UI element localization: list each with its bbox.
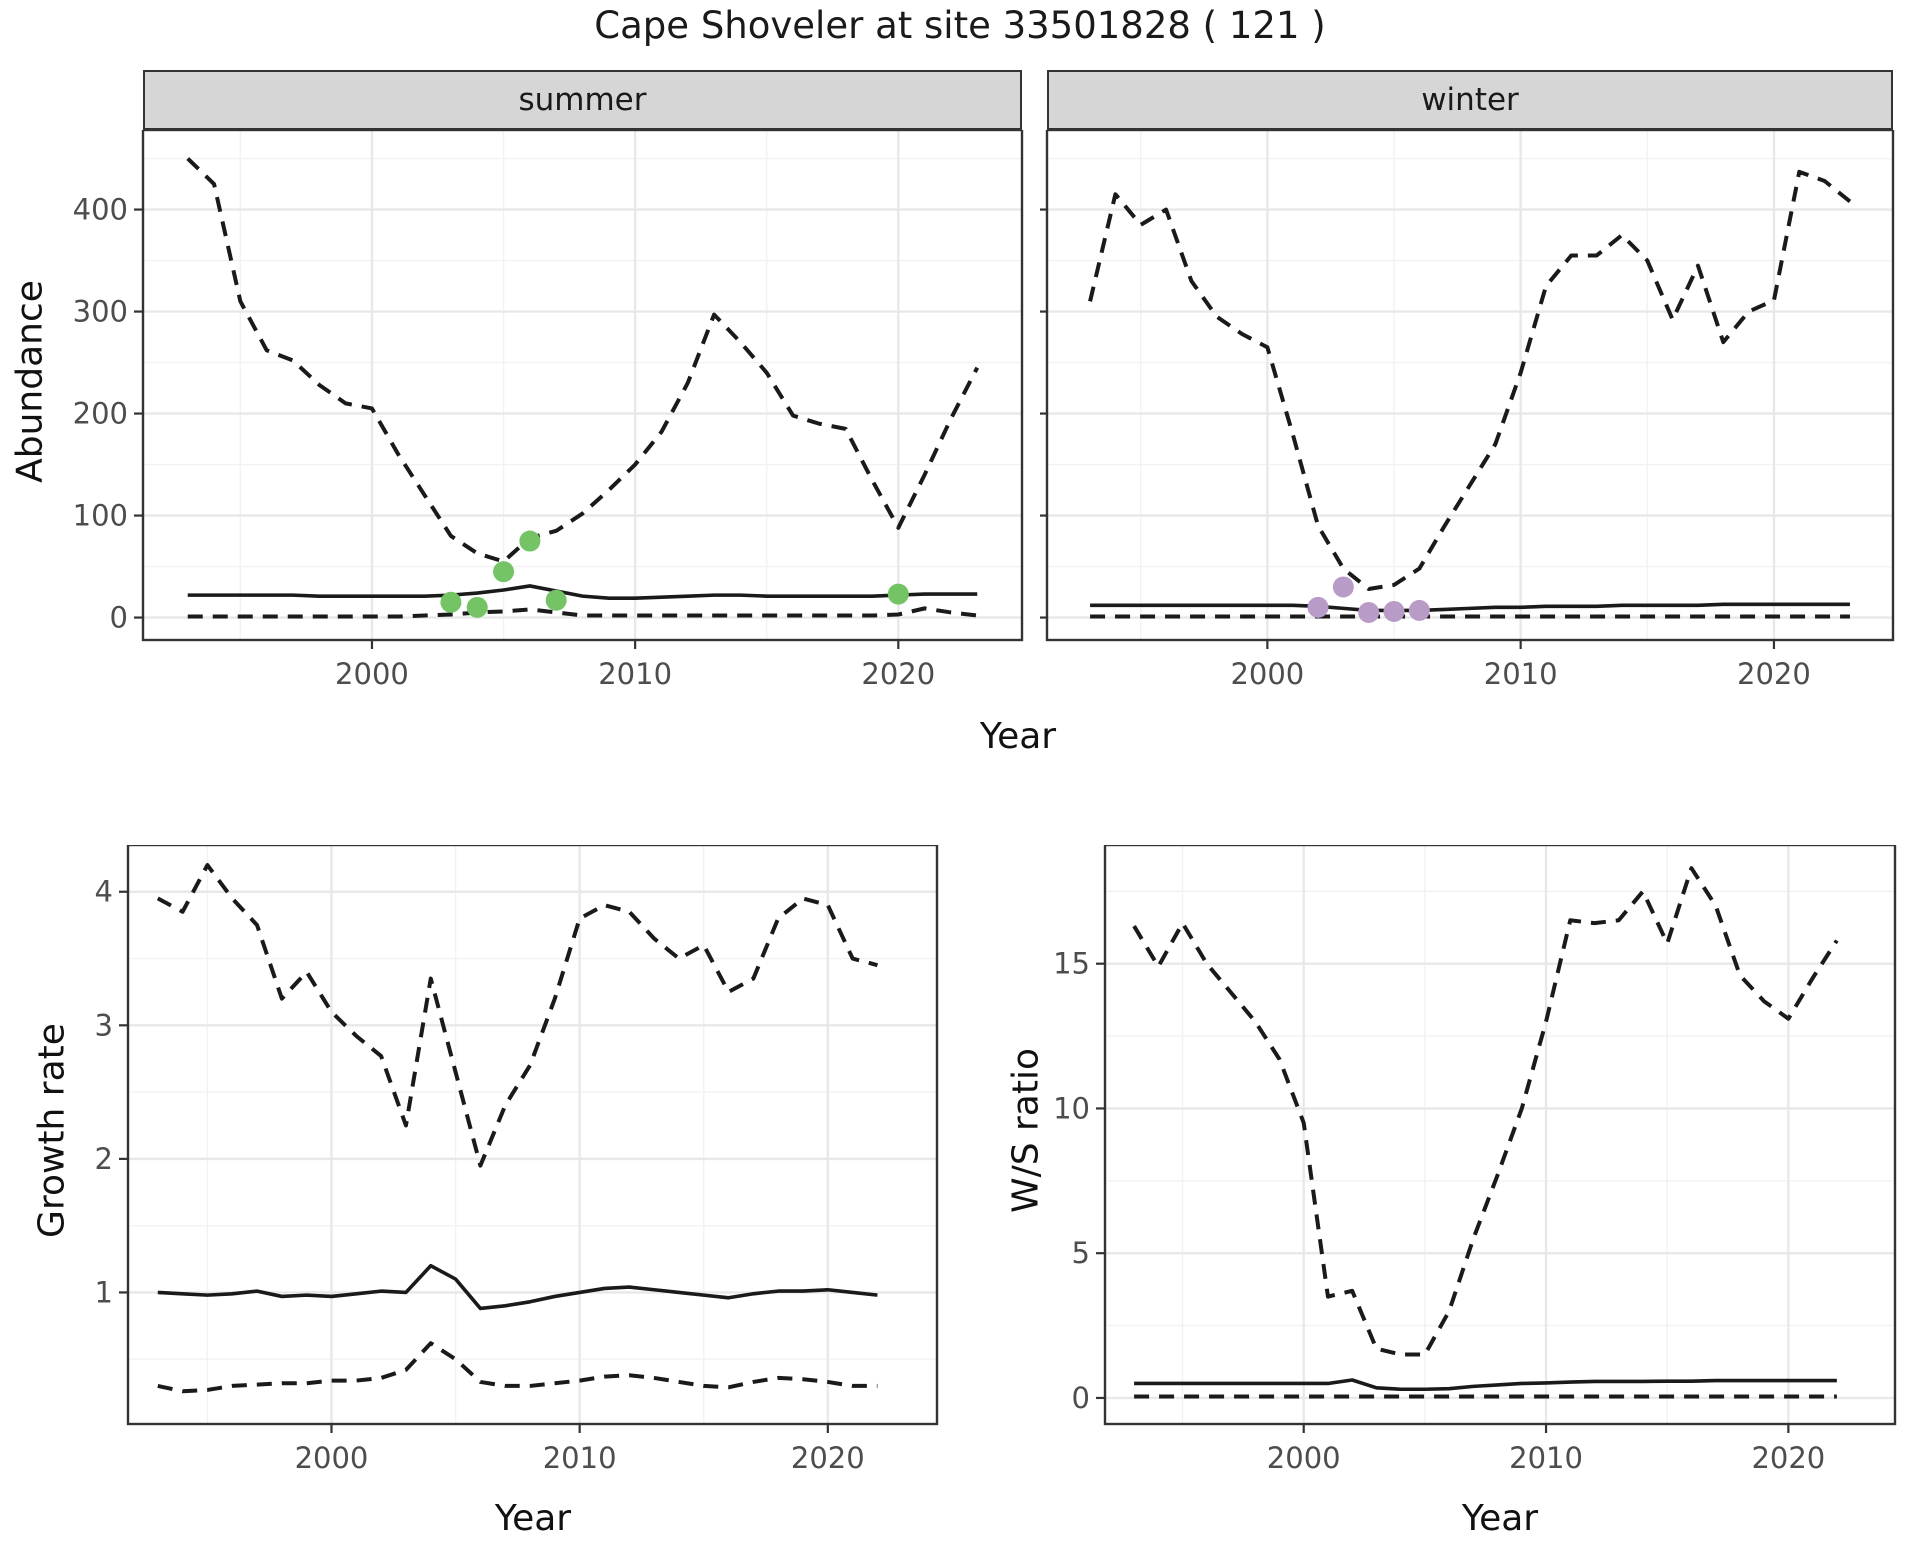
growth-y-tick-label: 2	[95, 1142, 113, 1176]
summer-observation-point	[440, 591, 462, 613]
x-axis-label-year-top: Year	[979, 716, 1057, 757]
ws-median-line	[1134, 1378, 1837, 1392]
growth-x-tick-label: 2010	[543, 1441, 617, 1475]
growth-y-tick-label: 4	[95, 875, 113, 909]
winter-observation-point	[1408, 599, 1430, 621]
growth-x-tick-label: 2000	[295, 1441, 369, 1475]
growth-y-tick-label: 3	[95, 1008, 113, 1042]
ws-x-tick-label: 2000	[1267, 1441, 1341, 1475]
summer-observation-point	[466, 596, 488, 618]
growth-upper_95_ci-line	[156, 863, 878, 1168]
winter-x-tick-label: 2000	[1230, 657, 1304, 691]
growth-median-line	[157, 1263, 878, 1311]
growth-x-tick-label: 2020	[791, 1441, 865, 1475]
summer-observation-point	[887, 583, 909, 605]
x-axis-label-year-growth: Year	[494, 1498, 572, 1539]
summer-y-tick-label: 0	[110, 601, 128, 635]
summer-x-tick-label: 2020	[861, 657, 935, 691]
summer-median-line	[187, 584, 978, 600]
facet-strip-winter: winter	[1047, 70, 1893, 130]
ws-y-tick-label: 5	[1072, 1236, 1090, 1270]
growth-y-tick-label: 1	[95, 1275, 113, 1309]
chart-title: Cape Shoveler at site 33501828 ( 121 )	[594, 4, 1326, 47]
summer-observation-point	[545, 589, 567, 611]
growth-chart-panel: 2000 2010 2020 1 2 3 4	[95, 845, 939, 1475]
summer-y-tick-label: 100	[73, 499, 128, 533]
winter-chart-panel: 2000 2010 2020	[1040, 130, 1895, 691]
ws-y-tick-label: 15	[1053, 947, 1090, 981]
ws-chart-panel: 2000 2010 2020 0 5 10 15	[1053, 845, 1897, 1475]
summer-x-tick-label: 2000	[335, 657, 409, 691]
winter-upper_95_ci-line	[1088, 169, 1852, 591]
winter-median-line	[1090, 602, 1850, 613]
ws-x-tick-label: 2020	[1751, 1441, 1825, 1475]
winter-observation-point	[1332, 576, 1354, 598]
winter-observation-point	[1383, 600, 1405, 622]
ws-x-tick-label: 2010	[1509, 1441, 1583, 1475]
summer-y-tick-label: 400	[73, 193, 128, 227]
winter-observation-point	[1358, 601, 1380, 623]
y-axis-label-abundance: Abundance	[9, 280, 51, 483]
ws-upper_95_ci-line	[1132, 866, 1839, 1357]
summer-chart-panel: 2000 2010 2020 0 100 200 300 400	[73, 130, 1024, 691]
summer-y-tick-label: 200	[73, 397, 128, 431]
ws-y-tick-label: 10	[1053, 1091, 1090, 1125]
ws-y-tick-label: 0	[1072, 1381, 1090, 1415]
summer-observation-point	[519, 530, 541, 552]
facet-strip-summer: summer	[143, 70, 1022, 130]
summer-upper_95_ci-line	[186, 157, 980, 564]
summer-lower_95_ci-line	[187, 606, 978, 619]
x-axis-label-year-ws: Year	[1461, 1498, 1539, 1539]
summer-y-tick-label: 300	[73, 295, 128, 329]
winter-observation-point	[1307, 596, 1329, 618]
winter-x-tick-label: 2010	[1484, 657, 1558, 691]
growth-lower_95_ci-line	[157, 1341, 878, 1394]
winter-x-tick-label: 2020	[1737, 657, 1811, 691]
summer-x-tick-label: 2010	[598, 657, 672, 691]
summer-observation-point	[493, 561, 515, 583]
